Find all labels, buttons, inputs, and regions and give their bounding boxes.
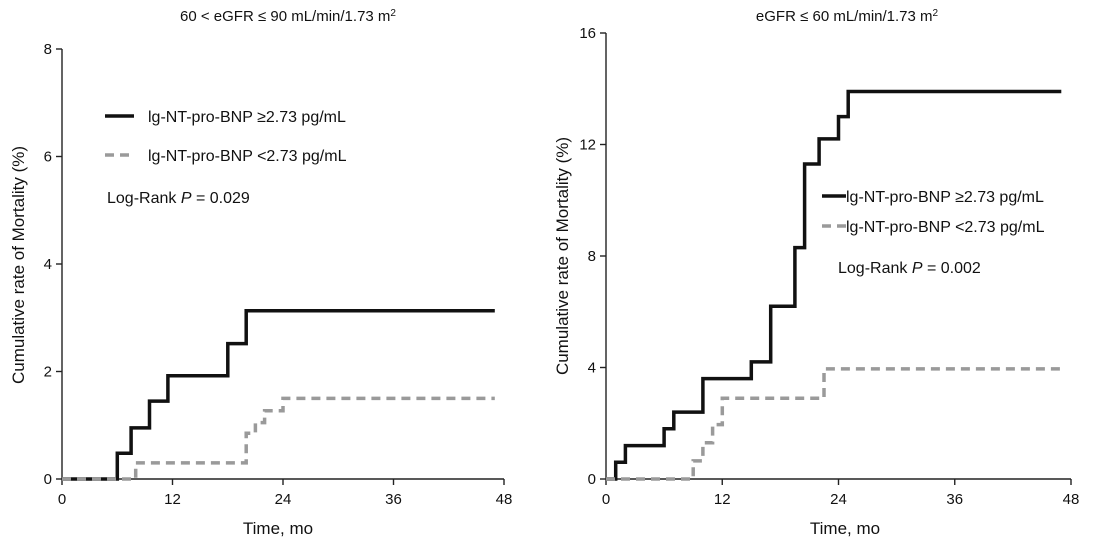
right-legend-high-label: lg-NT-pro-BNP ≥2.73 pg/mL — [846, 189, 1044, 206]
left-x-tick-label: 24 — [275, 491, 292, 508]
left-y-tick-label: 4 — [44, 256, 52, 273]
left-y-tick-label: 0 — [44, 471, 52, 488]
right-y-tick-label: 0 — [588, 471, 596, 488]
left-x-tick-label: 48 — [496, 491, 513, 508]
right-y-tick-label: 8 — [588, 248, 596, 265]
right-series-low-line — [606, 367, 1062, 481]
right-x-tick-label: 48 — [1063, 491, 1080, 508]
right-legend-low-label: lg-NT-pro-BNP <2.73 pg/mL — [846, 219, 1045, 236]
right-x-tick-label: 36 — [946, 491, 963, 508]
left-log-rank: Log-Rank P = 0.029 — [107, 190, 250, 207]
right-y-tick-label: 16 — [579, 25, 596, 42]
right-log-rank: Log-Rank P = 0.002 — [838, 260, 981, 277]
left-x-tick-label: 12 — [164, 491, 181, 508]
left-y-tick-label: 2 — [44, 364, 52, 381]
right-y-tick-label: 12 — [579, 137, 596, 154]
left-series-low-line — [62, 396, 495, 481]
left-x-tick-label: 36 — [385, 491, 402, 508]
left-series-high-line — [62, 309, 495, 481]
left-y-axis-title: Cumulative rate of Mortality (%) — [9, 146, 28, 384]
right-x-tick-label: 12 — [714, 491, 731, 508]
right-panel: eGFR ≤ 60 mL/min/1.73 m2 Cumulative rate… — [553, 8, 1079, 539]
right-x-tick-label: 0 — [602, 491, 610, 508]
right-panel-title: eGFR ≤ 60 mL/min/1.73 m2 — [756, 8, 939, 26]
left-legend-high-label: lg-NT-pro-BNP ≥2.73 pg/mL — [148, 109, 346, 126]
left-x-tick-label: 0 — [58, 491, 66, 508]
right-y-axis-title: Cumulative rate of Mortality (%) — [553, 137, 572, 375]
right-x-tick-label: 24 — [830, 491, 847, 508]
left-x-axis-title: Time, mo — [243, 519, 313, 538]
left-panel-title: 60 < eGFR ≤ 90 mL/min/1.73 m2 — [180, 8, 396, 26]
left-legend-low-label: lg-NT-pro-BNP <2.73 pg/mL — [148, 148, 347, 165]
left-y-tick-label: 8 — [44, 41, 52, 58]
right-y-tick-label: 4 — [588, 360, 596, 377]
left-y-tick-label: 6 — [44, 149, 52, 166]
left-panel: 60 < eGFR ≤ 90 mL/min/1.73 m2 Cumulative… — [9, 8, 512, 539]
right-x-axis-title: Time, mo — [810, 519, 880, 538]
right-series-high-line — [606, 89, 1062, 481]
